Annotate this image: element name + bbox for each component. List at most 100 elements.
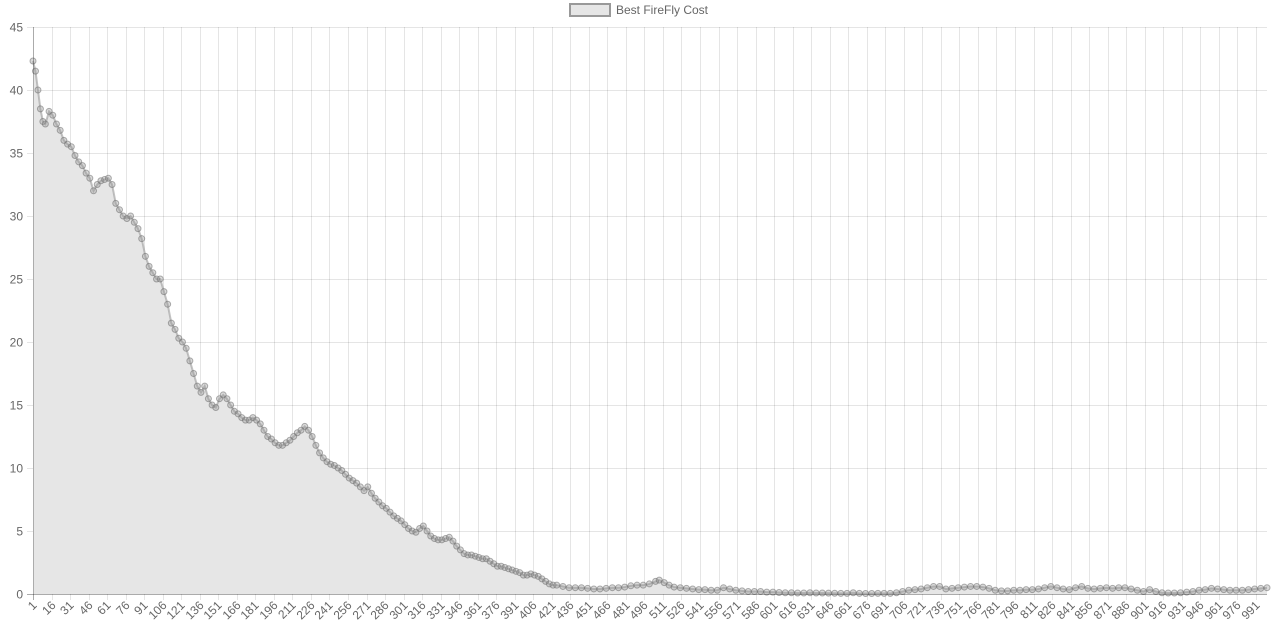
data-point [577, 584, 585, 592]
data-point [141, 252, 149, 260]
data-point [707, 586, 715, 594]
data-point [682, 584, 690, 592]
data-point [553, 581, 561, 589]
data-point [156, 275, 164, 283]
data-point [701, 586, 709, 594]
data-point [327, 460, 335, 468]
y-tick-label: 25 [10, 273, 24, 287]
legend-swatch[interactable] [569, 3, 611, 17]
data-point [905, 586, 913, 594]
data-point [512, 567, 520, 575]
data-point [726, 585, 734, 593]
data-point [31, 67, 39, 75]
data-point [590, 585, 598, 593]
data-point [917, 585, 925, 593]
data-point [408, 527, 416, 535]
data-point [738, 587, 746, 595]
data-point [1028, 586, 1036, 594]
data-point [800, 589, 808, 597]
data-point [201, 382, 209, 390]
y-tick-label: 30 [10, 210, 24, 224]
data-point [468, 551, 476, 559]
data-point [531, 571, 539, 579]
data-point [948, 584, 956, 592]
data-point [186, 357, 194, 365]
data-point [204, 395, 212, 403]
data-point [559, 582, 567, 590]
data-point [171, 325, 179, 333]
data-point [29, 57, 37, 65]
data-point [364, 483, 372, 491]
data-point [134, 225, 142, 233]
data-point [104, 174, 112, 182]
data-point [1146, 586, 1154, 594]
data-point [676, 584, 684, 592]
data-point [1220, 586, 1228, 594]
data-point [56, 126, 64, 134]
data-point [824, 589, 832, 597]
data-point [52, 120, 60, 128]
data-point [419, 522, 427, 530]
data-point [720, 584, 727, 592]
data-point [812, 589, 820, 597]
data-point [571, 584, 579, 592]
data-point [1096, 584, 1104, 592]
data-point [565, 584, 573, 592]
data-point [367, 489, 375, 497]
data-point [130, 218, 138, 226]
data-point [1195, 586, 1203, 594]
data-point [1022, 586, 1030, 594]
data-point [880, 589, 888, 597]
data-point [1084, 584, 1092, 592]
data-point [316, 449, 324, 457]
x-tick-label: 31 [57, 598, 77, 618]
data-point [112, 199, 120, 207]
data-point [596, 585, 604, 593]
data-point [923, 584, 931, 592]
data-point [818, 589, 826, 597]
data-point [621, 583, 629, 591]
data-point [308, 433, 316, 440]
data-point [633, 581, 641, 589]
data-point [442, 535, 450, 543]
data-point [423, 527, 431, 535]
data-point [843, 589, 851, 597]
data-point [1090, 585, 1098, 593]
data-point [527, 570, 535, 578]
data-point [1127, 585, 1135, 593]
series-line [32, 60, 1268, 595]
data-point [1059, 585, 1067, 593]
y-tick-label: 45 [10, 21, 24, 35]
data-point [1065, 586, 1073, 594]
data-point [689, 585, 697, 593]
data-point [449, 537, 457, 545]
data-point [608, 584, 616, 592]
legend-label[interactable]: Best FireFly Cost [616, 3, 709, 17]
data-point [750, 587, 758, 595]
data-point [973, 582, 981, 590]
data-point [837, 589, 845, 597]
data-point [212, 404, 220, 412]
data-point [164, 300, 172, 308]
data-point [430, 535, 438, 543]
legend[interactable]: Best FireFly Cost [569, 3, 709, 17]
data-point [497, 562, 505, 570]
data-point [523, 571, 531, 579]
data-point [505, 565, 513, 573]
data-point [1207, 584, 1215, 592]
data-point [471, 552, 479, 560]
data-point [960, 583, 968, 591]
data-point [197, 388, 205, 396]
y-tick-label: 15 [10, 399, 24, 413]
data-point [831, 589, 839, 597]
data-point [645, 580, 653, 588]
data-point [304, 426, 312, 434]
data-point [256, 420, 264, 428]
data-point [227, 401, 235, 409]
data-point [78, 162, 86, 170]
data-point [997, 587, 1005, 595]
data-point [1244, 586, 1252, 594]
data-point [1226, 586, 1234, 594]
